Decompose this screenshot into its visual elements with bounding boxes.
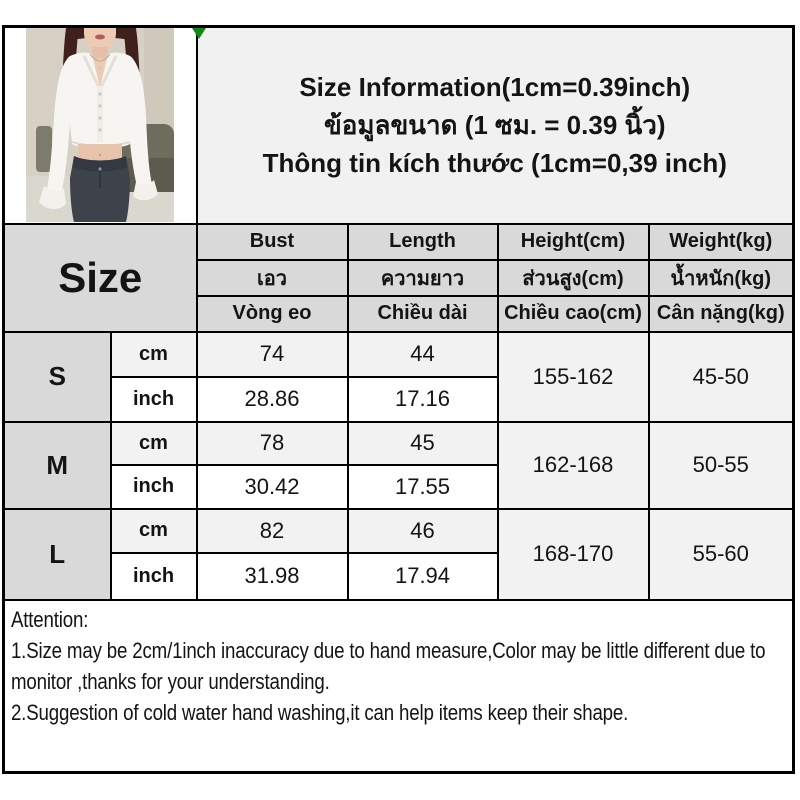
l-length-inch: 17.94 <box>346 551 499 601</box>
m-bust-cm: 78 <box>195 420 349 466</box>
title-line-vi: Thông tin kích thước (1cm=0,39 inch) <box>262 148 727 179</box>
attention-row: Attention: 1.Size may be 2cm/1inch inacc… <box>2 598 795 774</box>
column-header-row-th: เอว ความยาว ส่วนสูง(cm) น้ำหนัก(kg) <box>4 258 795 297</box>
size-label-s: S <box>2 330 112 423</box>
header-weight-vi: Cân nặng(kg) <box>647 294 795 333</box>
product-photo <box>26 28 175 222</box>
header-weight-en: Weight(kg) <box>647 222 795 261</box>
attention-line-1: 1.Size may be 2cm/1inch inaccuracy due t… <box>10 637 766 694</box>
header-bust-en: Bust <box>195 222 349 261</box>
table-row-l-inch: inch 31.98 17.94 <box>4 551 794 601</box>
photo-chair <box>36 126 53 173</box>
table-row-s-cm: S cm 74 44 155-162 45-50 <box>2 330 795 423</box>
header-length-vi: Chiều dài <box>346 294 499 333</box>
size-label-m: M <box>2 420 112 510</box>
product-photo-cell <box>2 25 198 225</box>
s-height: 155-162 <box>496 330 650 423</box>
size-info-title: Size Information(1cm=0.39inch) ข้อมูลขนา… <box>195 25 795 225</box>
s-bust-inch: 28.86 <box>195 375 349 423</box>
photo-person <box>39 28 159 222</box>
table-row-l-cm: L cm 82 46 168-170 55-60 <box>2 507 795 601</box>
header-banner-row: Size Information(1cm=0.39inch) ข้อมูลขนา… <box>2 25 795 225</box>
header-bust-th: เอว <box>195 258 349 297</box>
table-row-s-inch: inch 28.86 17.16 <box>4 375 794 423</box>
l-bust-cm: 82 <box>195 507 349 554</box>
attention-line-2: 2.Suggestion of cold water hand washing,… <box>10 699 629 725</box>
header-height-vi: Chiều cao(cm) <box>496 294 650 333</box>
l-weight: 55-60 <box>647 507 795 601</box>
size-chart-table: Size Information(1cm=0.39inch) ข้อมูลขนา… <box>2 25 796 774</box>
unit-inch-label: inch <box>109 463 198 510</box>
header-weight-th: น้ำหนัก(kg) <box>647 258 795 297</box>
m-length-cm: 45 <box>346 420 499 466</box>
s-bust-cm: 74 <box>195 330 349 378</box>
column-header-row-en: Size Bust Length Height(cm) Weight(kg) <box>2 222 795 333</box>
spreadsheet-corner-flag <box>192 28 206 39</box>
unit-cm-label: cm <box>109 330 198 378</box>
size-label-l: L <box>2 507 112 601</box>
size-column-header: Size <box>2 222 198 333</box>
l-length-cm: 46 <box>346 507 499 554</box>
attention-heading: Attention: <box>10 606 89 632</box>
table-row-m-inch: inch 30.42 17.55 <box>4 463 794 510</box>
column-header-row-vi: Vòng eo Chiều dài Chiều cao(cm) Cân nặng… <box>4 294 795 333</box>
title-line-en: Size Information(1cm=0.39inch) <box>299 72 691 103</box>
m-bust-inch: 30.42 <box>195 463 349 510</box>
unit-cm-label: cm <box>109 507 198 554</box>
l-height: 168-170 <box>496 507 650 601</box>
m-height: 162-168 <box>496 420 650 510</box>
m-weight: 50-55 <box>647 420 795 510</box>
s-length-inch: 17.16 <box>346 375 499 423</box>
header-height-en: Height(cm) <box>496 222 650 261</box>
attention-note: Attention: 1.Size may be 2cm/1inch inacc… <box>2 598 795 774</box>
header-length-th: ความยาว <box>346 258 499 297</box>
l-bust-inch: 31.98 <box>195 551 349 601</box>
title-line-th: ข้อมูลขนาด (1 ซม. = 0.39 นิ้ว) <box>323 110 666 141</box>
table-row-m-cm: M cm 78 45 162-168 50-55 <box>2 420 795 510</box>
header-height-th: ส่วนสูง(cm) <box>496 258 650 297</box>
header-length-en: Length <box>346 222 499 261</box>
unit-inch-label: inch <box>109 551 198 601</box>
header-bust-vi: Vòng eo <box>195 294 349 333</box>
m-length-inch: 17.55 <box>346 463 499 510</box>
unit-inch-label: inch <box>109 375 198 423</box>
s-weight: 45-50 <box>647 330 795 423</box>
s-length-cm: 44 <box>346 330 499 378</box>
attention-text: Attention: 1.Size may be 2cm/1inch inacc… <box>6 602 792 728</box>
unit-cm-label: cm <box>109 420 198 466</box>
